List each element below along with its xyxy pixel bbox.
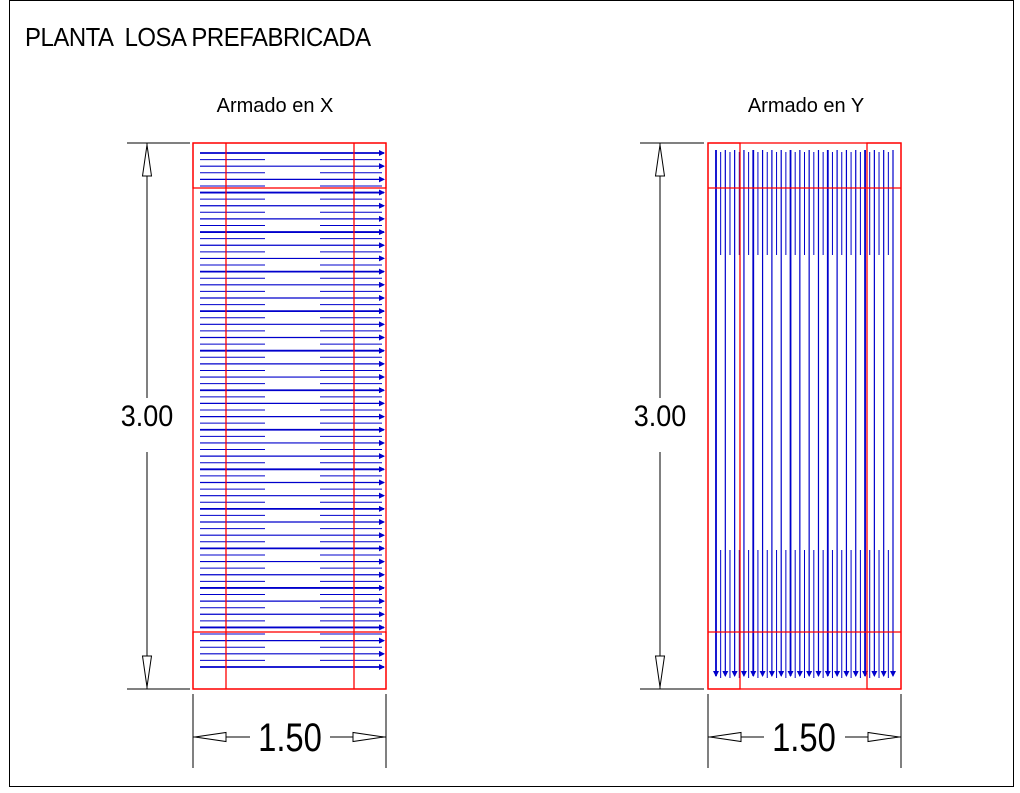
reinforcement-bars-y — [713, 150, 896, 678]
dimension-arrow — [194, 731, 227, 743]
slab-outline-x — [192, 142, 387, 690]
slab-strip-left — [707, 142, 741, 690]
dimension-arrow — [141, 655, 153, 688]
width-dimension-y — [707, 694, 902, 768]
slab-strip-bottom — [192, 631, 387, 690]
panel-armado-y: Armado en Y 3.00 1.50 — [634, 95, 902, 768]
height-dimension-value: 3.00 — [121, 400, 174, 434]
dimension-arrow — [141, 144, 153, 177]
panel-label-y: Armado en Y — [748, 95, 864, 117]
dimension-arrow — [654, 655, 666, 688]
panel-label-x: Armado en X — [217, 95, 334, 117]
width-dimension-x — [192, 694, 387, 768]
dimension-arrow — [709, 731, 742, 743]
slab-strip-top — [192, 142, 387, 189]
height-dimension-value: 3.00 — [634, 400, 687, 434]
drawing-title: PLANTA LOSA PREFABRICADA — [25, 22, 371, 52]
dimension-arrow — [867, 731, 900, 743]
reinforcement-bars-x — [200, 150, 385, 670]
slab-strip-right — [866, 142, 902, 690]
width-dimension-value: 1.50 — [258, 715, 322, 760]
dimension-arrow — [352, 731, 385, 743]
slab-outline-y — [707, 142, 902, 690]
height-dimension-x — [127, 142, 190, 690]
width-dimension-value: 1.50 — [772, 715, 836, 760]
height-dimension-y — [640, 142, 704, 690]
panel-armado-x: Armado en X 3.00 1.50 — [121, 95, 387, 768]
dimension-arrow — [654, 144, 666, 177]
